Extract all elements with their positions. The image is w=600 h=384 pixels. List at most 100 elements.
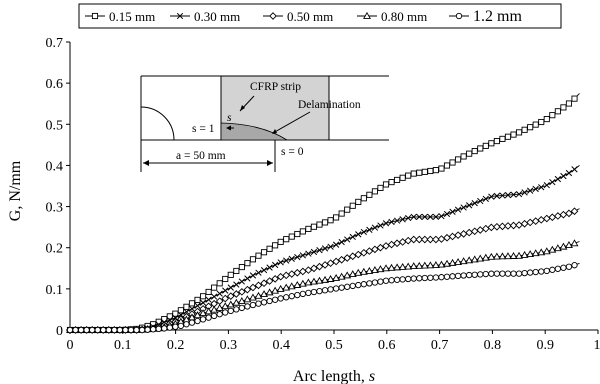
- dimension-arrow-right: [267, 160, 273, 166]
- data-point: [542, 247, 551, 255]
- data-point: [271, 296, 279, 303]
- y-tick-label: 0.6: [46, 77, 64, 92]
- data-point: [193, 311, 202, 319]
- data-point: [327, 286, 334, 293]
- data-point: [498, 252, 507, 260]
- y-tick-label: 0: [56, 324, 63, 339]
- data-point: [238, 304, 246, 312]
- legend-swatch-marker: [176, 12, 184, 20]
- x-tick-label: 1: [594, 338, 600, 353]
- data-point: [305, 250, 312, 257]
- data-point: [337, 255, 346, 264]
- data-point: [482, 195, 489, 203]
- data-point: [211, 284, 218, 291]
- data-point: [515, 251, 524, 259]
- data-point: [348, 252, 357, 261]
- data-point: [432, 274, 440, 281]
- data-point: [221, 294, 230, 303]
- data-point: [420, 261, 429, 269]
- data-point: [227, 307, 234, 315]
- data-point: [493, 138, 500, 145]
- data-point: [150, 326, 157, 333]
- data-point: [254, 281, 263, 290]
- data-point: [409, 235, 418, 244]
- data-point: [476, 254, 485, 262]
- data-point: [460, 204, 467, 211]
- data-point: [538, 268, 545, 275]
- data-point: [283, 257, 290, 264]
- data-point: [210, 305, 219, 313]
- data-point: [194, 302, 201, 309]
- data-point: [222, 275, 229, 283]
- data-point: [271, 286, 280, 294]
- data-point: [332, 257, 340, 266]
- data-point: [183, 321, 190, 328]
- data-point: [448, 258, 457, 266]
- data-point: [260, 249, 268, 256]
- data-point: [565, 209, 573, 218]
- data-point: [310, 288, 318, 296]
- data-point: [277, 238, 284, 245]
- data-point: [177, 322, 185, 330]
- data-point: [249, 256, 257, 263]
- data-point: [343, 271, 352, 279]
- data-point: [382, 181, 390, 188]
- series-3: [66, 239, 580, 333]
- data-point: [466, 202, 473, 209]
- data-point: [316, 221, 323, 228]
- data-point: [388, 218, 395, 226]
- data-point: [398, 262, 407, 270]
- y-tick-label: 0.7: [46, 36, 64, 51]
- data-point: [432, 235, 440, 244]
- legend-label: 0.15 mm: [109, 9, 155, 24]
- data-point: [516, 129, 523, 136]
- data-point: [199, 299, 207, 306]
- data-point: [415, 235, 424, 244]
- data-point: [565, 169, 573, 177]
- data-point: [449, 208, 456, 215]
- data-point: [493, 192, 501, 200]
- s-direction-arrow: [226, 125, 231, 131]
- data-point: [416, 169, 423, 176]
- y-tick-label: 0.4: [46, 159, 64, 174]
- data-point: [83, 326, 90, 334]
- data-point: [560, 104, 567, 111]
- data-point: [194, 296, 201, 303]
- data-point: [532, 268, 539, 276]
- data-point: [271, 261, 279, 269]
- data-point: [510, 270, 517, 277]
- data-point: [432, 213, 440, 221]
- data-point: [554, 212, 562, 220]
- data-point: [443, 210, 451, 218]
- data-point: [348, 270, 357, 278]
- data-point: [370, 266, 379, 273]
- x-tick-label: 0.1: [114, 338, 132, 353]
- data-point: [515, 221, 523, 229]
- data-point: [349, 233, 356, 241]
- data-point: [431, 261, 440, 269]
- legend: 0.15 mm 0.30 mm 0.50 mm 0.80 mm 1.2 mm: [78, 3, 562, 29]
- legend-label: 0.30 mm: [194, 9, 240, 24]
- data-point: [477, 271, 484, 278]
- delamination-region: [220, 122, 289, 141]
- x-tick-label: 0: [67, 338, 74, 353]
- data-point: [249, 272, 257, 279]
- data-point: [415, 261, 424, 269]
- data-point: [204, 307, 213, 315]
- x-tick-label: 0.5: [325, 338, 343, 353]
- delamination-label: Delamination: [298, 99, 361, 111]
- data-point: [298, 279, 307, 287]
- data-point: [521, 189, 528, 196]
- s0-label: s = 0: [281, 146, 304, 158]
- legend-item: 0.30 mm: [170, 9, 240, 24]
- data-point: [388, 277, 395, 284]
- data-point: [416, 213, 423, 221]
- data-point: [388, 179, 395, 186]
- data-point: [155, 325, 162, 332]
- data-point: [488, 193, 495, 200]
- data-point: [222, 287, 229, 294]
- data-point: [321, 261, 329, 269]
- dimension-arrow-left: [143, 160, 149, 166]
- data-point: [199, 316, 207, 323]
- data-point: [399, 174, 406, 181]
